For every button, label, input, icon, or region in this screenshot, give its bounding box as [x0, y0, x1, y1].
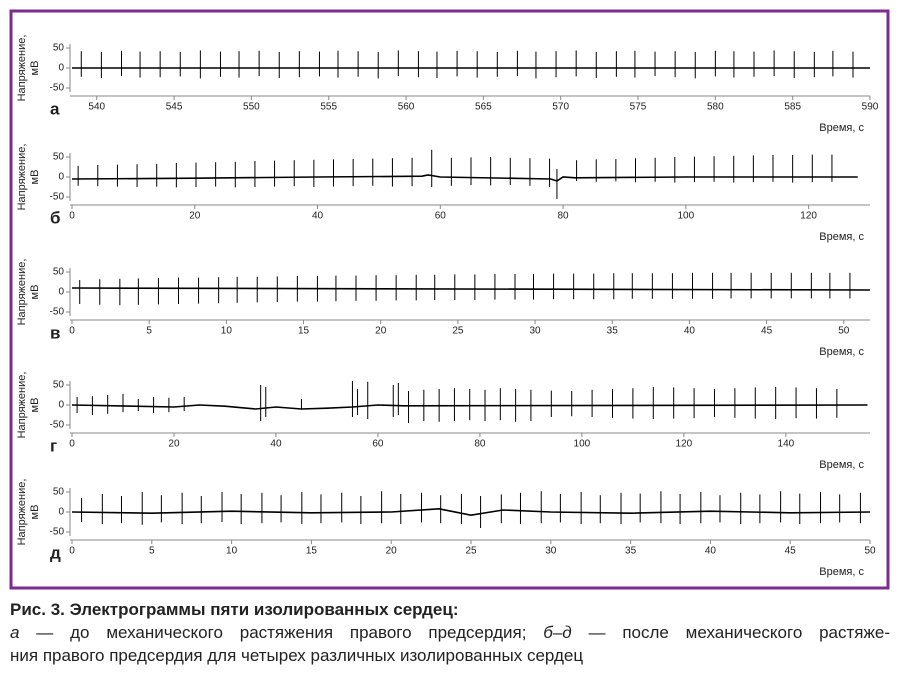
x-tick-label: 50 [864, 546, 876, 557]
y-tick-label: -50 [50, 192, 65, 203]
caption: Рис. 3. Электрограммы пяти изолированных… [10, 598, 890, 667]
y-axis-title: Напряжение, [16, 479, 28, 546]
x-tick-label: 555 [320, 102, 337, 113]
y-axis-title: Напряжение, [16, 259, 28, 326]
x-tick-label: 570 [552, 102, 569, 113]
y-tick-label: 50 [53, 43, 65, 54]
x-tick-label: 15 [298, 326, 310, 337]
y-tick-label: 0 [58, 287, 64, 298]
x-tick-label: 140 [778, 439, 795, 450]
baseline [71, 404, 868, 410]
x-tick-label: 25 [465, 546, 477, 557]
baseline [71, 507, 871, 517]
y-axis-title: Напряжение, [16, 372, 28, 439]
y-tick-label: -50 [50, 83, 65, 94]
y-axis-title: Напряжение, [16, 35, 28, 102]
x-tick-label: 80 [558, 211, 570, 222]
y-axis-title: мВ [29, 285, 41, 300]
x-tick-label: 30 [545, 546, 557, 557]
caption-line: ния правого предсердия для четырех разли… [10, 646, 584, 665]
caption-part: б–д [543, 623, 572, 642]
x-tick-label: 50 [838, 326, 850, 337]
y-tick-label: 0 [58, 400, 64, 411]
caption-part: а [10, 623, 20, 642]
x-tick-label: 0 [69, 211, 75, 222]
caption-title: Рис. 3. Электрограммы пяти изолированных… [10, 600, 459, 619]
x-tick-label: 590 [862, 102, 879, 113]
panel-label: в [50, 323, 60, 342]
panel-label: г [50, 436, 57, 455]
x-tick-label: 100 [574, 439, 591, 450]
panel-label: б [50, 208, 61, 227]
x-tick-label: 35 [625, 546, 637, 557]
x-tick-label: 545 [166, 102, 183, 113]
x-tick-label: 0 [69, 326, 75, 337]
x-tick-label: 540 [88, 102, 105, 113]
y-axis-title: Напряжение, [16, 144, 28, 211]
x-axis-title: Время, с [819, 122, 864, 134]
panel-label: а [50, 99, 60, 118]
x-tick-label: 60 [435, 211, 447, 222]
x-tick-label: 20 [375, 326, 387, 337]
x-axis-title: Время, с [819, 346, 864, 358]
x-tick-label: 560 [398, 102, 415, 113]
y-axis-title: мВ [29, 170, 41, 185]
x-tick-label: 0 [69, 439, 75, 450]
x-tick-label: 40 [684, 326, 696, 337]
x-tick-label: 10 [221, 326, 233, 337]
y-tick-label: 50 [53, 152, 65, 163]
y-axis-title: мВ [29, 61, 41, 76]
y-axis-title: мВ [29, 398, 41, 413]
caption-part: — до механического растяжения правого пр… [19, 623, 544, 642]
x-tick-label: 580 [707, 102, 724, 113]
x-tick-label: 120 [676, 439, 693, 450]
y-tick-label: 50 [53, 380, 65, 391]
y-tick-label: 50 [53, 487, 65, 498]
x-tick-label: 60 [372, 439, 384, 450]
baseline [71, 174, 858, 182]
baseline [71, 287, 871, 291]
y-tick-label: -50 [50, 527, 65, 538]
x-tick-label: 5 [149, 546, 155, 557]
x-tick-label: 10 [226, 546, 238, 557]
x-axis-title: Время, с [819, 566, 864, 578]
x-tick-label: 565 [475, 102, 492, 113]
y-tick-label: 0 [58, 507, 64, 518]
x-tick-label: 0 [69, 546, 75, 557]
x-tick-label: 550 [243, 102, 260, 113]
x-tick-label: 575 [630, 102, 647, 113]
x-tick-label: 80 [474, 439, 486, 450]
x-tick-label: 40 [270, 439, 282, 450]
x-tick-label: 20 [189, 211, 201, 222]
y-tick-label: 0 [58, 172, 64, 183]
x-tick-label: 40 [705, 546, 717, 557]
x-tick-label: 15 [306, 546, 318, 557]
x-tick-label: 20 [168, 439, 180, 450]
x-tick-label: 20 [386, 546, 398, 557]
panel-label: д [50, 543, 61, 562]
x-axis-title: Время, с [819, 459, 864, 471]
frame [9, 9, 890, 590]
x-tick-label: 25 [452, 326, 464, 337]
x-tick-label: 40 [312, 211, 324, 222]
x-tick-label: 35 [607, 326, 619, 337]
x-tick-label: 5 [146, 326, 152, 337]
x-tick-label: 585 [784, 102, 801, 113]
x-tick-label: 45 [761, 326, 773, 337]
x-axis-title: Время, с [819, 231, 864, 243]
x-tick-label: 120 [800, 211, 817, 222]
y-tick-label: -50 [50, 307, 65, 318]
x-tick-label: 100 [678, 211, 695, 222]
x-tick-label: 30 [529, 326, 541, 337]
caption-part: — после механического растяже- [571, 623, 890, 642]
y-axis-title: мВ [29, 505, 41, 520]
caption-line: а — до механического растяжения правого … [10, 621, 890, 644]
y-tick-label: 50 [53, 267, 65, 278]
y-tick-label: 0 [58, 63, 64, 74]
y-tick-label: -50 [50, 420, 65, 431]
x-tick-label: 45 [785, 546, 797, 557]
